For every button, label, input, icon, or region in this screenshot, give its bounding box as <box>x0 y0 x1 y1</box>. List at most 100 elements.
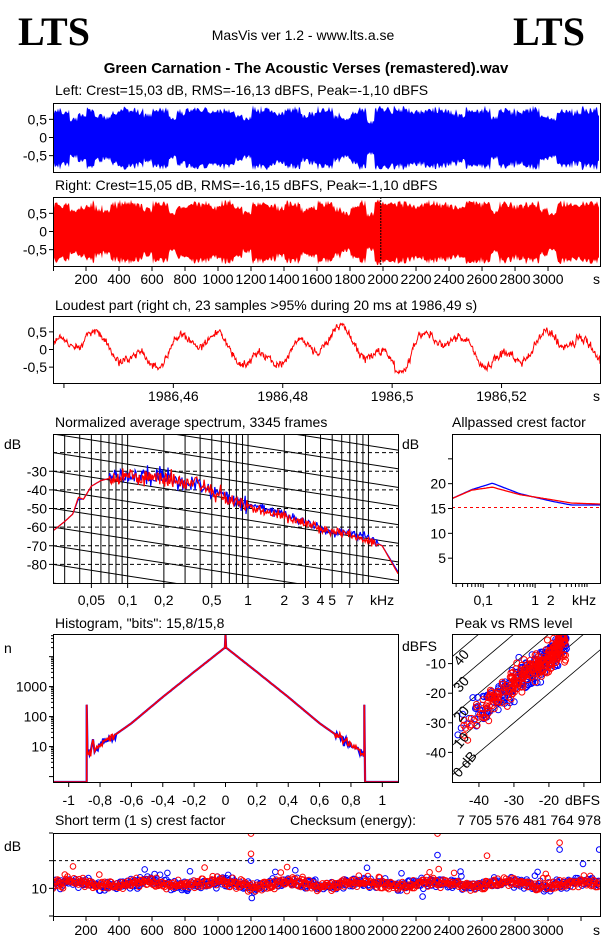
x-tick-label: 7 <box>346 592 354 608</box>
x-tick-label: 0,8 <box>341 792 361 808</box>
right-crest-point <box>540 880 548 888</box>
x-tick-label: 3000 <box>532 271 563 287</box>
right-crest-point <box>256 885 264 892</box>
right-crest-point <box>542 870 550 878</box>
right-crest-point <box>165 880 173 888</box>
left-peak-rms-point <box>494 706 502 714</box>
left-crest-point <box>457 868 464 875</box>
x-tick-label: 3000 <box>532 922 563 938</box>
x-tick-label: 3 <box>302 592 310 608</box>
right-peak-rms-point <box>517 666 525 674</box>
y-tick-label: -50 <box>27 501 47 517</box>
right-crest-point <box>56 882 63 890</box>
x-tick-label: 1000 <box>202 271 233 287</box>
y-tick-label: -40 <box>27 482 47 498</box>
right-peak-rms-point <box>521 670 528 678</box>
x-tick-label: 2200 <box>400 922 431 938</box>
x-tick-label: -0,2 <box>182 792 206 808</box>
y-tick-label: -0,5 <box>23 359 47 375</box>
right-crest-line <box>452 486 600 505</box>
peak-vs-rms-frame <box>452 634 601 783</box>
y-tick-label: 20 <box>430 476 446 492</box>
right-peak-rms-point <box>486 691 494 699</box>
crest-reference-line <box>452 649 600 776</box>
y-tick-label: 0,5 <box>28 205 48 221</box>
histogram-y-unit: n <box>4 640 12 656</box>
right-crest-point <box>450 869 458 877</box>
crest-line-label: 40 <box>450 646 472 668</box>
right-peak-rms-point <box>527 660 534 668</box>
right-crest-point <box>595 880 600 887</box>
short-term-crest-title: Short term (1 s) crest factor <box>55 812 226 828</box>
y-tick-label: -30 <box>426 715 446 731</box>
right-peak-rms-point <box>507 695 515 703</box>
crest-line-label: 0 dB <box>449 748 480 780</box>
x-tick-label: 0,4 <box>278 792 298 808</box>
y-tick-label: 0 <box>39 130 47 146</box>
right-crest-point <box>328 887 335 895</box>
right-peak-rms-point <box>467 714 475 722</box>
right-peak-rms-point <box>500 684 508 692</box>
right-peak-rms-point <box>518 661 526 669</box>
right-crest-point <box>261 878 268 886</box>
slope-reference-line <box>53 434 398 488</box>
right-peak-rms-point <box>497 699 505 707</box>
x-tick-label: 400 <box>107 922 131 938</box>
left-crest-outlier <box>247 857 255 865</box>
x-tick-label: 800 <box>173 922 197 938</box>
right-crest-point <box>385 885 393 893</box>
right-crest-point <box>327 880 335 887</box>
right-crest-point <box>196 883 204 891</box>
right-peak-rms-point <box>473 721 481 729</box>
right-peak-rms-point <box>510 676 518 684</box>
right-crest-point <box>355 872 363 880</box>
x-tick-label: 1986,5 <box>371 388 414 404</box>
x-tick-label: 400 <box>107 271 131 287</box>
right-crest-point <box>544 874 551 882</box>
right-crest-point <box>596 878 600 885</box>
right-peak-rms-point <box>543 636 551 644</box>
right-crest-point <box>271 885 278 893</box>
right-peak-rms-point <box>534 661 541 669</box>
right-crest-point <box>244 888 252 895</box>
x-tick-label: -1 <box>62 792 75 808</box>
short-term-crest-area <box>53 833 600 902</box>
loudest-part-frame <box>53 316 601 384</box>
right-crest-point <box>279 879 286 887</box>
x-tick-label: 2600 <box>466 922 497 938</box>
right-crest-point <box>541 881 549 889</box>
x-tick-label: 0,1 <box>118 592 138 608</box>
right-peak-rms-point <box>484 709 492 717</box>
left-channel-frame <box>53 103 601 173</box>
right-peak-rms-point <box>490 705 498 713</box>
x-tick-label: 1 <box>531 592 539 608</box>
right-crest-point <box>153 874 160 882</box>
right-channel-title: Right: Crest=15,05 dB, RMS=-16,15 dBFS, … <box>55 177 437 193</box>
x-tick-label: -20 <box>539 792 559 808</box>
right-crest-point <box>394 886 402 893</box>
right-histogram-line <box>53 634 398 782</box>
right-peak-rms-point <box>460 716 468 724</box>
right-peak-rms-point <box>510 688 518 696</box>
left-peak-rms-point <box>473 722 480 730</box>
x-tick-label: -0,6 <box>119 792 143 808</box>
right-spectrum-line <box>53 468 398 574</box>
right-crest-point <box>69 863 77 870</box>
left-crest-outlier <box>419 893 426 900</box>
right-channel-frame <box>53 197 601 267</box>
x-tick-label: 1600 <box>301 922 332 938</box>
right-peak-rms-point <box>524 676 532 684</box>
peak-rms-x-unit: dBFS <box>565 792 600 808</box>
x-tick-label: 600 <box>140 922 164 938</box>
right-crest-point <box>285 876 293 883</box>
allpassed-x-unit: kHz <box>572 592 596 608</box>
left-crest-point <box>292 866 299 874</box>
lts-logo-right: LTS <box>513 9 585 54</box>
left-spectrum-line <box>53 465 398 573</box>
checksum-value: 7 705 576 481 764 978 <box>457 812 601 828</box>
right-crest-point <box>426 869 433 876</box>
right-peak-rms-point <box>507 669 515 677</box>
left-crest-outlier <box>434 851 441 859</box>
x-tick-label: 5 <box>328 592 336 608</box>
x-tick-label: -0,4 <box>151 792 175 808</box>
